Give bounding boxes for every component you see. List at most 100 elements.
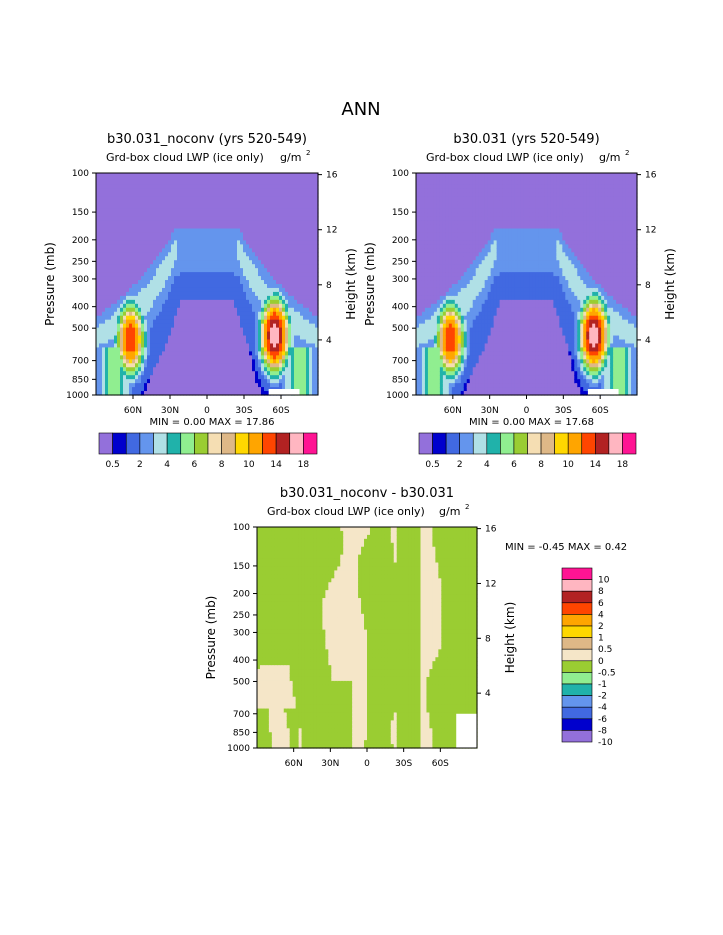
field-cell	[195, 176, 199, 182]
field-cell	[183, 351, 187, 356]
field-cell	[258, 228, 262, 234]
field-cell	[282, 232, 286, 238]
field-cell	[451, 192, 456, 198]
field-cell	[174, 367, 178, 372]
field-cell	[252, 173, 256, 178]
field-cell	[195, 359, 199, 364]
field-cell	[297, 192, 301, 198]
field-cell	[123, 176, 127, 182]
field-cell	[186, 331, 190, 337]
field-cell	[427, 371, 432, 376]
field-cell	[246, 379, 250, 384]
field-cell	[303, 272, 307, 277]
field-cell	[303, 208, 307, 214]
field-cell	[150, 184, 154, 190]
field-cell	[198, 311, 202, 317]
field-cell	[273, 252, 277, 257]
field-cell	[276, 303, 280, 309]
field-cell	[285, 335, 289, 341]
field-cell	[416, 220, 420, 226]
field-cell	[297, 383, 301, 388]
field-cell	[99, 276, 103, 281]
field-cell	[276, 196, 280, 202]
field-cell	[165, 299, 169, 305]
field-cell	[261, 319, 265, 325]
field-cell	[114, 173, 118, 178]
field-cell	[189, 371, 193, 376]
field-cell	[291, 284, 295, 289]
field-cell	[108, 256, 112, 261]
field-cell	[252, 196, 256, 202]
field-cell	[285, 371, 289, 376]
field-cell	[228, 339, 232, 345]
field-cell	[135, 391, 139, 396]
field-cell	[96, 180, 100, 186]
field-cell	[306, 367, 310, 372]
field-cell	[454, 347, 459, 352]
field-cell	[114, 200, 118, 206]
field-cell	[132, 260, 136, 265]
field-cell	[96, 295, 100, 301]
field-cell	[207, 287, 211, 293]
field-cell	[279, 355, 283, 360]
field-cell	[240, 208, 244, 214]
field-cell	[430, 280, 435, 285]
field-cell	[436, 220, 441, 226]
field-cell	[276, 379, 280, 384]
field-cell	[222, 220, 226, 226]
field-cell	[454, 252, 459, 257]
field-cell	[240, 295, 244, 301]
field-cell	[171, 176, 175, 182]
field-cell	[150, 359, 154, 364]
field-cell	[418, 220, 423, 226]
field-cell	[436, 200, 441, 206]
field-cell	[273, 335, 277, 341]
field-cell	[451, 173, 456, 178]
field-cell	[231, 391, 235, 396]
field-cell	[195, 244, 199, 249]
field-cell	[436, 291, 441, 297]
field-cell	[267, 331, 271, 337]
field-cell	[433, 268, 438, 273]
field-cell	[159, 260, 163, 265]
field-cell	[309, 212, 313, 218]
field-cell	[312, 260, 316, 265]
field-cell	[147, 299, 151, 305]
field-cell	[445, 188, 450, 194]
field-cell	[433, 359, 438, 364]
field-cell	[421, 208, 426, 214]
field-cell	[294, 280, 298, 285]
field-cell	[312, 291, 316, 297]
field-cell	[150, 331, 154, 337]
field-cell	[267, 180, 271, 186]
field-cell	[153, 363, 157, 368]
field-cell	[141, 196, 145, 202]
field-cell	[165, 196, 169, 202]
field-cell	[204, 307, 208, 313]
field-cell	[135, 212, 139, 218]
field-cell	[246, 307, 250, 313]
field-cell	[427, 339, 432, 345]
field-cell	[430, 295, 435, 301]
field-cell	[219, 295, 223, 301]
field-cell	[288, 188, 292, 194]
field-cell	[240, 299, 244, 305]
field-cell	[147, 323, 151, 329]
field-cell	[246, 232, 250, 238]
field-cell	[201, 359, 205, 364]
field-cell	[144, 375, 148, 380]
field-cell	[105, 383, 109, 388]
field-cell	[430, 307, 435, 313]
field-cell	[282, 220, 286, 226]
field-cell	[451, 200, 456, 206]
field-cell	[189, 200, 193, 206]
field-cell	[315, 335, 319, 341]
field-cell	[222, 359, 226, 364]
field-cell	[183, 291, 187, 297]
field-cell	[246, 311, 250, 317]
field-cell	[141, 200, 145, 206]
field-cell	[156, 335, 160, 341]
field-cell	[168, 208, 172, 214]
field-cell	[294, 224, 298, 230]
field-cell	[442, 295, 447, 301]
